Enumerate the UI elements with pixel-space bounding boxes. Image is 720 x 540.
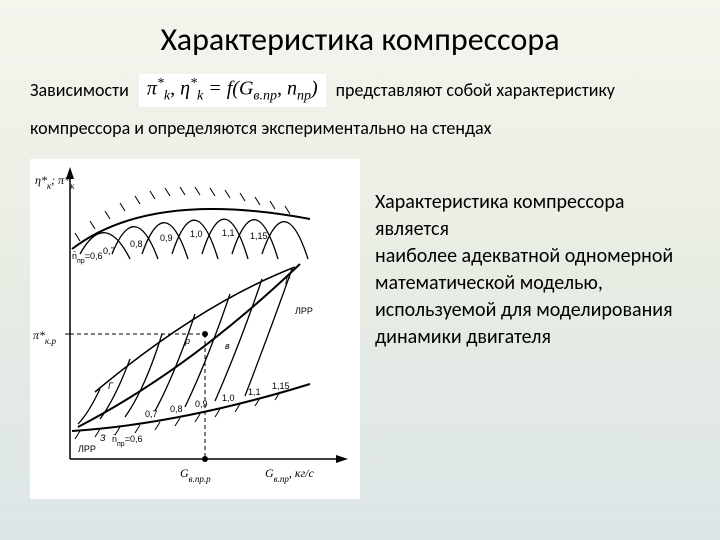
svg-text:π*к.р: π*к.р (33, 328, 56, 346)
line1-prefix: Зависимости (30, 79, 129, 101)
svg-text:n̄пр=0,6: n̄пр=0,6 (112, 434, 142, 448)
svg-text:1,1: 1,1 (222, 228, 235, 238)
svg-text:1,1: 1,1 (248, 387, 261, 397)
description-paragraph: Характеристика компрессора является наиб… (375, 159, 690, 499)
svg-text:0,8: 0,8 (170, 404, 183, 414)
line1-suffix: представляют собой характеристику (336, 79, 615, 101)
svg-text:в: в (225, 341, 230, 351)
svg-text:0,8: 0,8 (130, 239, 143, 249)
svg-text:ЛРР: ЛРР (295, 306, 313, 316)
formula: π*k, η*k = f(Gв.пр, nпр) (139, 74, 326, 107)
svg-text:0,7: 0,7 (145, 409, 158, 419)
svg-text:η*к; π*к: η*к; π*к (35, 173, 75, 191)
compressor-chart: η*к; π*к π*к.р 0,7 0,8 0,9 1,0 (30, 159, 360, 499)
svg-text:1,15: 1,15 (272, 381, 290, 391)
intro-line-1: Зависимости π*k, η*k = f(Gв.пр, nпр) пре… (30, 74, 690, 107)
intro-line-2: компрессора и определяются экспериментал… (30, 117, 690, 139)
svg-text:0,7: 0,7 (103, 246, 116, 256)
svg-text:0,9: 0,9 (160, 233, 173, 243)
page-title: Характеристика компрессора (30, 20, 690, 59)
svg-text:Г: Г (285, 276, 291, 286)
svg-text:1,15: 1,15 (250, 231, 268, 241)
svg-text:Г: Г (108, 381, 114, 391)
svg-text:1,0: 1,0 (222, 393, 235, 403)
chart-svg: η*к; π*к π*к.р 0,7 0,8 0,9 1,0 (30, 159, 360, 499)
svg-text:Gв.пр.р: Gв.пр.р (180, 466, 211, 484)
svg-text:р: р (184, 336, 190, 346)
svg-text:1,0: 1,0 (190, 229, 203, 239)
svg-text:n̄пр=0,6: n̄пр=0,6 (72, 251, 102, 265)
svg-text:Gв.пр, кг/с: Gв.пр, кг/с (265, 466, 314, 484)
svg-text:ЛРР: ЛРР (78, 444, 96, 454)
svg-text:З: З (100, 433, 106, 443)
svg-text:0,9: 0,9 (195, 399, 208, 409)
content-row: η*к; π*к π*к.р 0,7 0,8 0,9 1,0 (30, 159, 690, 499)
